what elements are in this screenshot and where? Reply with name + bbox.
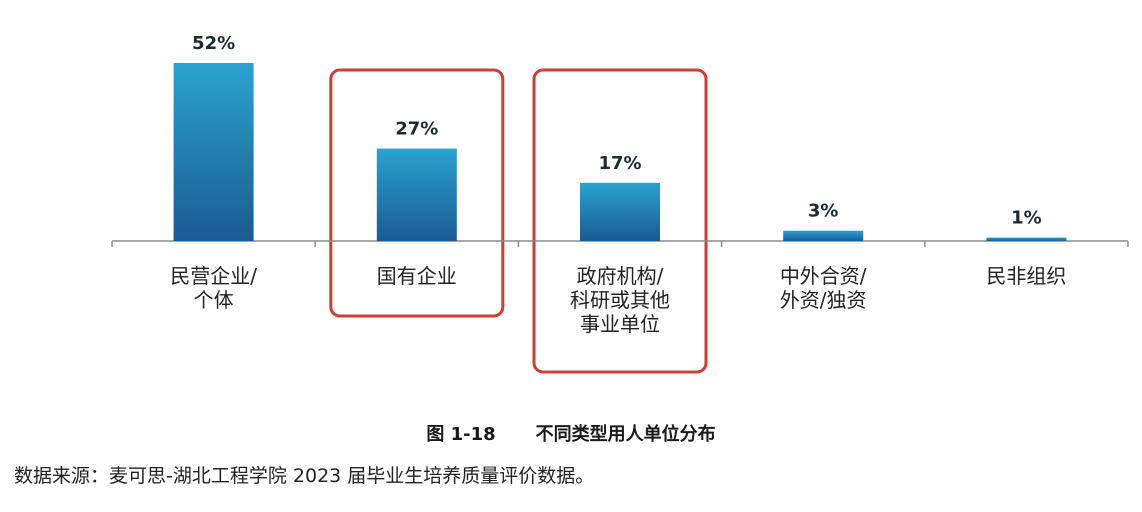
bar: [173, 63, 254, 241]
data-label: 27%: [395, 119, 438, 140]
source-note: 数据来源：麦可思-湖北工程学院 2023 届毕业生培养质量评价数据。: [14, 465, 595, 487]
bar: [986, 237, 1067, 241]
figure-number: 图 1-18: [426, 424, 496, 445]
category-tick-label: 民营企业/个体: [170, 264, 257, 312]
category-tick-label: 政府机构/科研或其他事业单位: [570, 264, 670, 336]
data-label: 52%: [192, 33, 235, 54]
bar-chart: 52% 民营企业/个体 27% 国有企业 17% 政府机构/科研或其他事业单位 3% 中外合资…: [111, 33, 1129, 374]
data-label: 17%: [598, 153, 641, 174]
category-tick-label: 国有企业: [377, 264, 457, 288]
bar: [783, 230, 864, 241]
figure-title: 不同类型用人单位分布: [535, 424, 716, 445]
data-label: 1%: [1011, 208, 1042, 229]
data-label: 3%: [808, 201, 839, 222]
category-tick-label: 民非组织: [986, 264, 1066, 288]
bar: [580, 182, 660, 241]
highlight-box: [532, 68, 708, 374]
figure-caption: 图 1-18 不同类型用人单位分布: [0, 420, 1142, 446]
bar: [376, 148, 457, 241]
highlight-box: [329, 68, 505, 318]
category-tick-label: 中外合资/外资/独资: [780, 264, 867, 312]
